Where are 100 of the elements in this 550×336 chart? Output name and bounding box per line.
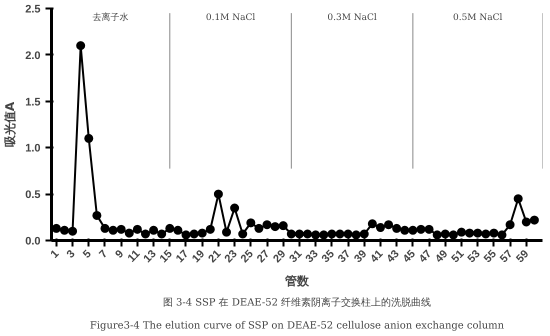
point bbox=[432, 230, 442, 240]
x-tick-label: 45 bbox=[400, 248, 418, 266]
x-tick-label: 27 bbox=[254, 248, 272, 266]
point bbox=[319, 230, 328, 240]
point bbox=[416, 224, 426, 234]
point bbox=[84, 134, 94, 143]
point bbox=[246, 218, 256, 228]
point bbox=[424, 224, 434, 234]
x-tick-label: 13 bbox=[141, 248, 159, 266]
x-tick-label: 7 bbox=[97, 248, 110, 261]
point bbox=[440, 230, 450, 238]
x-tick-label: 21 bbox=[206, 248, 224, 266]
point bbox=[522, 217, 531, 226]
annotation: 0.1M NaCl bbox=[206, 12, 256, 23]
x-tick-label: 35 bbox=[320, 248, 337, 266]
point bbox=[506, 220, 515, 230]
x-tick-label: 47 bbox=[416, 248, 434, 266]
x-tick-label: 19 bbox=[190, 248, 208, 266]
point bbox=[456, 228, 466, 237]
point bbox=[294, 230, 304, 238]
x-tick-label: 1 bbox=[48, 248, 62, 261]
point bbox=[206, 224, 215, 234]
point bbox=[278, 221, 288, 230]
point bbox=[92, 210, 102, 220]
x-tick-label: 3 bbox=[64, 248, 78, 261]
point bbox=[376, 223, 385, 232]
point bbox=[132, 224, 142, 234]
x-tick-label: 17 bbox=[174, 248, 192, 266]
x-tick-label: 51 bbox=[449, 248, 467, 266]
point bbox=[327, 230, 336, 238]
x-tick-label: 11 bbox=[126, 248, 142, 265]
point bbox=[270, 222, 280, 232]
annotation: 去离子水 bbox=[92, 12, 129, 23]
point bbox=[368, 219, 377, 228]
caption: 图 3-4 SSP 在 DEAE-52 纤维素阴离子交换柱上的洗脱曲线 bbox=[162, 296, 432, 308]
y-axis-title: 吸光值A bbox=[3, 101, 18, 148]
x-tick-label: 25 bbox=[238, 248, 256, 266]
x-tick-label: 53 bbox=[466, 248, 483, 266]
x-axis-title: 管数 bbox=[284, 274, 310, 288]
y-tick-label: 0.5 bbox=[25, 189, 41, 202]
point bbox=[124, 228, 134, 238]
point bbox=[514, 194, 523, 204]
point bbox=[108, 226, 118, 235]
point bbox=[214, 190, 223, 199]
x-tick-label: 31 bbox=[287, 248, 304, 266]
point bbox=[481, 230, 490, 238]
x-tick-label: 33 bbox=[304, 248, 321, 266]
point bbox=[222, 228, 232, 237]
x-tick-label: 49 bbox=[433, 248, 450, 266]
point bbox=[286, 230, 296, 238]
y-tick-label: 2.0 bbox=[25, 50, 41, 62]
point bbox=[360, 230, 369, 238]
point bbox=[489, 228, 498, 238]
point bbox=[311, 230, 320, 240]
point bbox=[149, 226, 158, 235]
point bbox=[182, 230, 190, 240]
point bbox=[392, 224, 402, 233]
x-tick-label: 5 bbox=[80, 248, 94, 261]
annotation: 0.5M NaCl bbox=[452, 12, 502, 23]
x-tick-label: 59 bbox=[514, 248, 532, 266]
x-tick-label: 15 bbox=[158, 248, 175, 266]
point bbox=[60, 226, 69, 235]
y-tick-label: 1.5 bbox=[25, 96, 41, 108]
point bbox=[400, 226, 410, 235]
point bbox=[262, 220, 272, 230]
x-tick-label: 29 bbox=[271, 248, 288, 266]
point bbox=[254, 224, 264, 233]
point bbox=[190, 230, 199, 238]
point bbox=[165, 224, 174, 233]
point bbox=[68, 226, 78, 236]
point bbox=[384, 220, 394, 230]
y-tick-label: 0.0 bbox=[25, 236, 41, 248]
x-tick-label: 37 bbox=[336, 248, 354, 266]
point bbox=[408, 226, 418, 235]
y-tick-label: 1.0 bbox=[25, 142, 41, 155]
point bbox=[497, 230, 506, 240]
point bbox=[303, 230, 312, 238]
point bbox=[116, 224, 126, 234]
point bbox=[100, 224, 110, 233]
point bbox=[198, 228, 207, 238]
point bbox=[473, 228, 482, 238]
point bbox=[530, 216, 539, 225]
x-tick-label: 23 bbox=[222, 248, 240, 266]
x-tick-label: 57 bbox=[498, 248, 516, 266]
x-tick-label: 41 bbox=[368, 248, 386, 266]
x-tick-label: 55 bbox=[482, 248, 499, 266]
point bbox=[238, 230, 248, 238]
point bbox=[465, 228, 474, 238]
y-tick-label: 2.5 bbox=[25, 4, 41, 16]
point bbox=[352, 230, 361, 240]
x-tick-label: 39 bbox=[352, 248, 370, 266]
point bbox=[335, 230, 344, 238]
annotation: 0.3M NaCl bbox=[327, 12, 377, 23]
point bbox=[344, 230, 353, 238]
x-tick-label: 43 bbox=[384, 248, 402, 266]
point bbox=[173, 226, 182, 235]
x-tick-label: 9 bbox=[113, 248, 126, 261]
point bbox=[230, 204, 240, 213]
point bbox=[157, 230, 166, 238]
point bbox=[140, 230, 150, 238]
